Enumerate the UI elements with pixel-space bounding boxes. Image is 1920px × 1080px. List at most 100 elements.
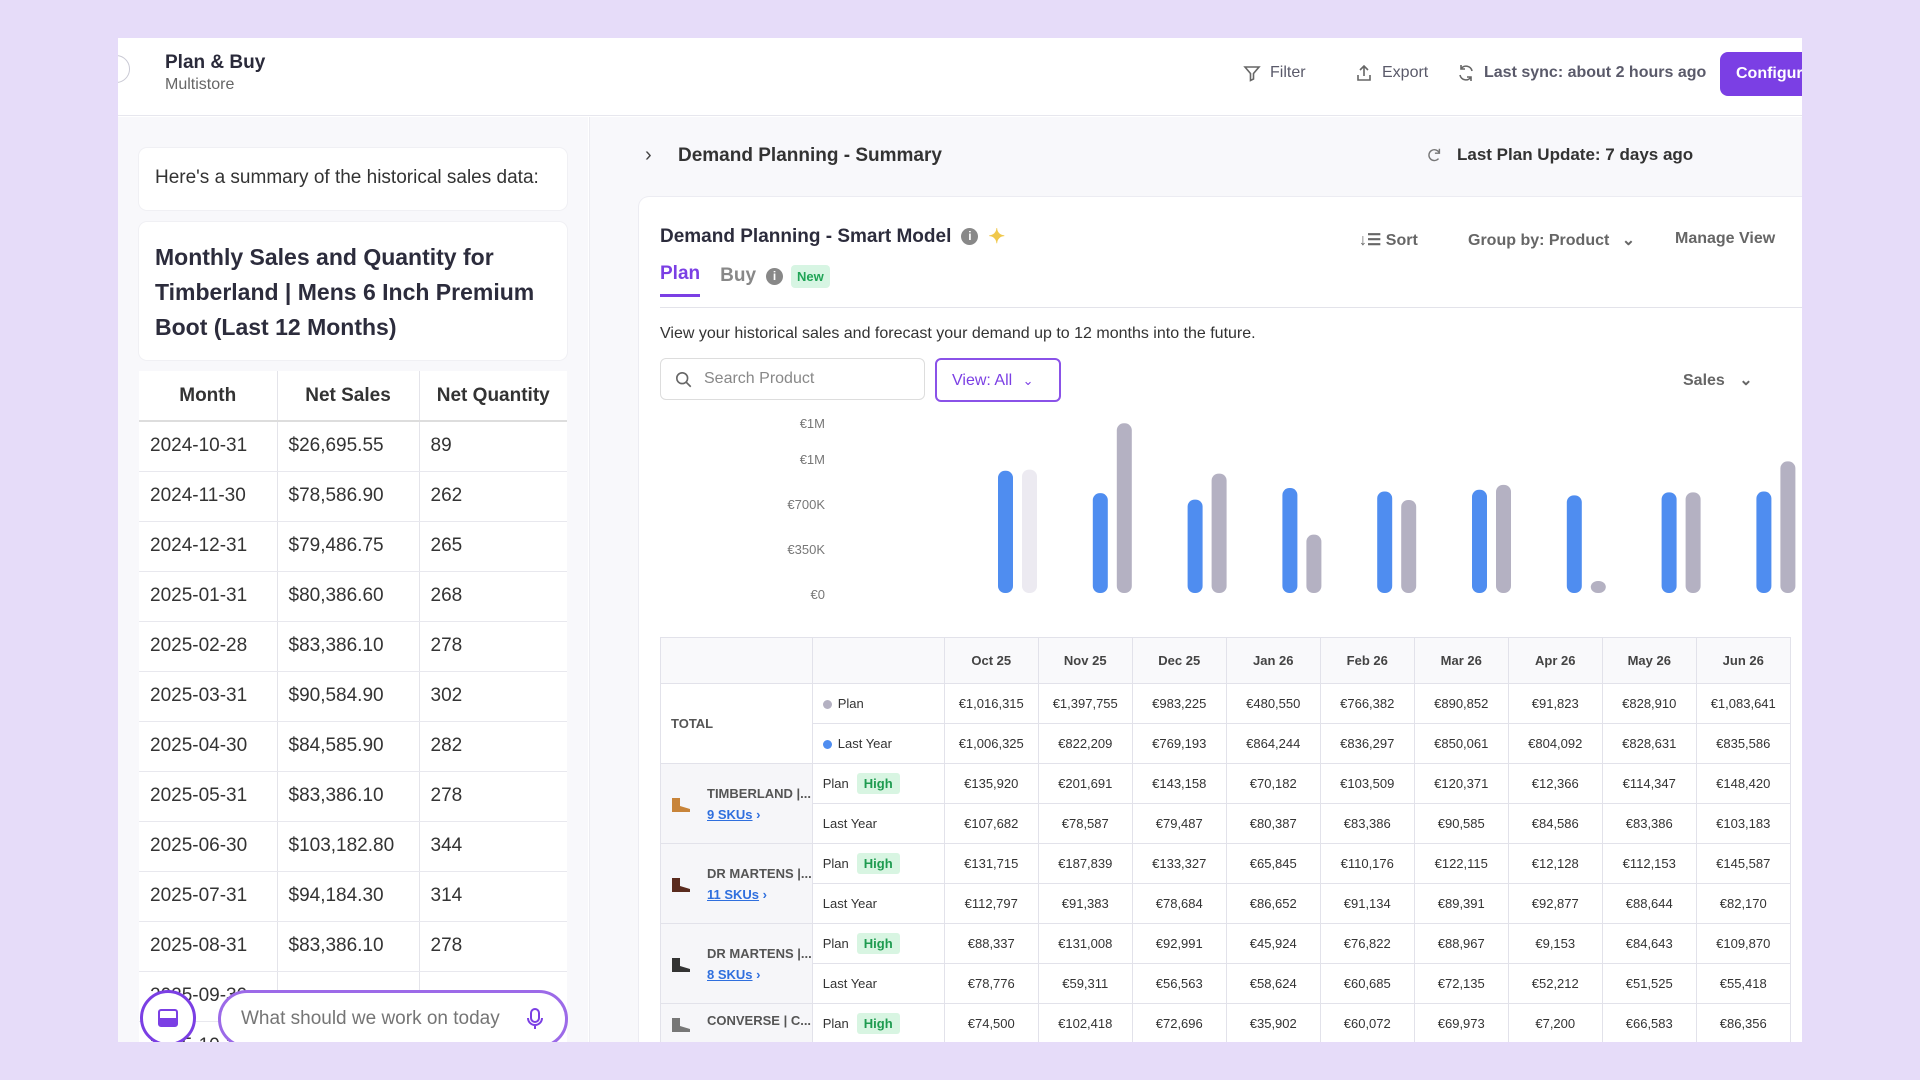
- microphone-icon[interactable]: [523, 1007, 547, 1031]
- manage-view-button[interactable]: Manage View: [1675, 230, 1776, 247]
- sku-link[interactable]: 11 SKUs: [707, 886, 760, 902]
- bar-last-year[interactable]: [1187, 499, 1203, 593]
- total-plan-row: TOTAL Plan €1,016,315 €1,397,755 €983,225 €48…: [660, 683, 1791, 764]
- bar-last-year[interactable]: [998, 470, 1013, 593]
- tab-plan[interactable]: Plan: [660, 263, 701, 297]
- value-cell: €766,382: [1319, 683, 1415, 724]
- net-sales-cell: $103,182.80: [277, 821, 420, 872]
- plan-label: Plan: [822, 1016, 849, 1031]
- bar-plan[interactable]: [1590, 581, 1606, 593]
- chat-panel-toggle[interactable]: [140, 990, 196, 1042]
- bar-last-year[interactable]: [1661, 492, 1677, 593]
- refresh-icon[interactable]: [1425, 146, 1443, 164]
- bar-plan[interactable]: [1306, 534, 1322, 593]
- value-cell: €131,715: [943, 843, 1039, 884]
- product-thumbnail-icon: [672, 797, 690, 812]
- bar-plan[interactable]: [1211, 473, 1227, 593]
- info-icon[interactable]: i: [961, 228, 979, 245]
- table-row: 2024-11-30 $78,586.90 262: [139, 471, 567, 522]
- net-sales-cell: $78,586.90: [277, 471, 420, 522]
- sync-status[interactable]: Last sync: about 2 hours ago: [1456, 63, 1706, 83]
- month-cell: 2024-10-31: [139, 421, 278, 472]
- product-thumbnail-icon: [672, 877, 690, 892]
- bar-plan[interactable]: [1116, 423, 1132, 593]
- export-label: Export: [1382, 64, 1429, 81]
- value-cell: €107,682: [943, 803, 1039, 844]
- month-cell: 2025-07-31: [139, 871, 278, 922]
- product-plan-row: CONVERSE | C... Plan High €74,500 €102,418 €7…: [660, 1003, 1791, 1042]
- value-cell: €86,356: [1695, 1003, 1791, 1042]
- sku-link[interactable]: 9 SKUs: [707, 806, 753, 822]
- value-cell: €92,991: [1131, 923, 1227, 964]
- chat-message: Here's a summary of the historical sales…: [139, 148, 567, 210]
- filter-button[interactable]: Filter: [1242, 63, 1306, 83]
- section-title: Demand Planning - Summary: [678, 145, 942, 166]
- chevron-right-icon[interactable]: ›: [752, 966, 761, 982]
- bar-last-year[interactable]: [1566, 495, 1582, 593]
- plan-label-cell: Plan High: [811, 1003, 945, 1042]
- search-placeholder: Search Product: [704, 370, 815, 387]
- app-subtitle: Multistore: [165, 76, 235, 93]
- value-cell: €143,158: [1131, 763, 1227, 804]
- product-thumbnail-icon: [672, 1017, 690, 1032]
- net-quantity-cell: 302: [419, 671, 567, 722]
- table-row: 2024-10-31 $26,695.55 89: [139, 421, 567, 472]
- bar-plan[interactable]: [1401, 499, 1417, 593]
- corner-cell: [660, 637, 813, 684]
- month-header: May 26: [1601, 637, 1697, 684]
- chat-input[interactable]: [218, 990, 568, 1042]
- demand-panel: Demand Planning - Smart Model i ✦ ↓☰ Sor…: [639, 197, 1802, 1042]
- value-cell: €769,193: [1131, 723, 1227, 764]
- sidebar-collapse-handle[interactable]: ›: [118, 55, 130, 83]
- y-tick-label: €0: [811, 587, 825, 602]
- product-plan-row: DR MARTENS |... 11 SKUs › Plan High €131,715…: [660, 843, 1791, 924]
- export-button[interactable]: Export: [1354, 63, 1428, 83]
- value-cell: €72,696: [1131, 1003, 1227, 1042]
- col-net-quantity: Net Quantity: [419, 371, 567, 422]
- sparkle-icon: ✦: [988, 226, 1006, 248]
- metric-dropdown[interactable]: Sales ⌄: [1683, 370, 1753, 390]
- chat-input-bar: [118, 990, 588, 1042]
- value-cell: €148,420: [1695, 763, 1791, 804]
- month-cell: 2025-05-31: [139, 771, 278, 822]
- bar-last-year[interactable]: [1092, 493, 1108, 593]
- net-sales-cell: $83,386.10: [277, 771, 420, 822]
- main-content: › Demand Planning - Summary Last Plan Up…: [589, 117, 1802, 1042]
- info-icon[interactable]: i: [766, 267, 784, 285]
- bar-plan[interactable]: [1780, 461, 1796, 593]
- bar-plan[interactable]: [1022, 469, 1037, 593]
- product-last-year-row: Last Year €107,682 €78,587 €79,487 €80,387 €8…: [661, 803, 1791, 844]
- product-text: DR MARTENS |... 11 SKUs ›: [707, 866, 812, 902]
- sku-link[interactable]: 8 SKUs: [707, 966, 753, 982]
- bar-plan[interactable]: [1685, 492, 1701, 593]
- bar-last-year[interactable]: [1282, 488, 1298, 593]
- chevron-right-icon[interactable]: ›: [752, 806, 761, 822]
- product-cell: TIMBERLAND |... 9 SKUs ›: [660, 763, 813, 844]
- bar-last-year[interactable]: [1377, 491, 1393, 593]
- net-sales-cell: $94,184.30: [277, 871, 420, 922]
- view-dropdown[interactable]: View: All ⌄: [935, 358, 1061, 402]
- bar-plan[interactable]: [1496, 484, 1511, 593]
- month-cell: 2024-12-31: [139, 521, 278, 572]
- chevron-right-icon[interactable]: ›: [759, 886, 767, 902]
- table-row: 2025-06-30 $103,182.80 344: [139, 821, 567, 872]
- value-cell: €9,153: [1507, 923, 1603, 964]
- tab-buy[interactable]: Buy: [720, 264, 757, 286]
- value-cell: €1,016,315: [943, 683, 1039, 724]
- group-by-dropdown[interactable]: Group by: Product ⌄: [1468, 230, 1635, 250]
- value-cell: €84,643: [1601, 923, 1697, 964]
- month-header: Dec 25: [1131, 637, 1227, 684]
- value-cell: €88,644: [1601, 883, 1697, 924]
- configure-button[interactable]: Configure: [1720, 52, 1802, 96]
- sort-button[interactable]: ↓☰ Sort: [1359, 230, 1418, 250]
- product-text: CONVERSE | C...: [707, 1013, 811, 1034]
- value-cell: €92,877: [1507, 883, 1603, 924]
- section-header: › Demand Planning - Summary Last Plan Up…: [590, 117, 1802, 196]
- chevron-right-icon[interactable]: ›: [645, 144, 652, 166]
- value-cell: €82,170: [1695, 883, 1791, 924]
- search-input[interactable]: Search Product: [660, 358, 925, 400]
- filter-icon: [1243, 66, 1261, 82]
- bar-last-year[interactable]: [1756, 491, 1772, 593]
- col-net-sales: Net Sales: [277, 371, 420, 422]
- bar-last-year[interactable]: [1472, 489, 1487, 593]
